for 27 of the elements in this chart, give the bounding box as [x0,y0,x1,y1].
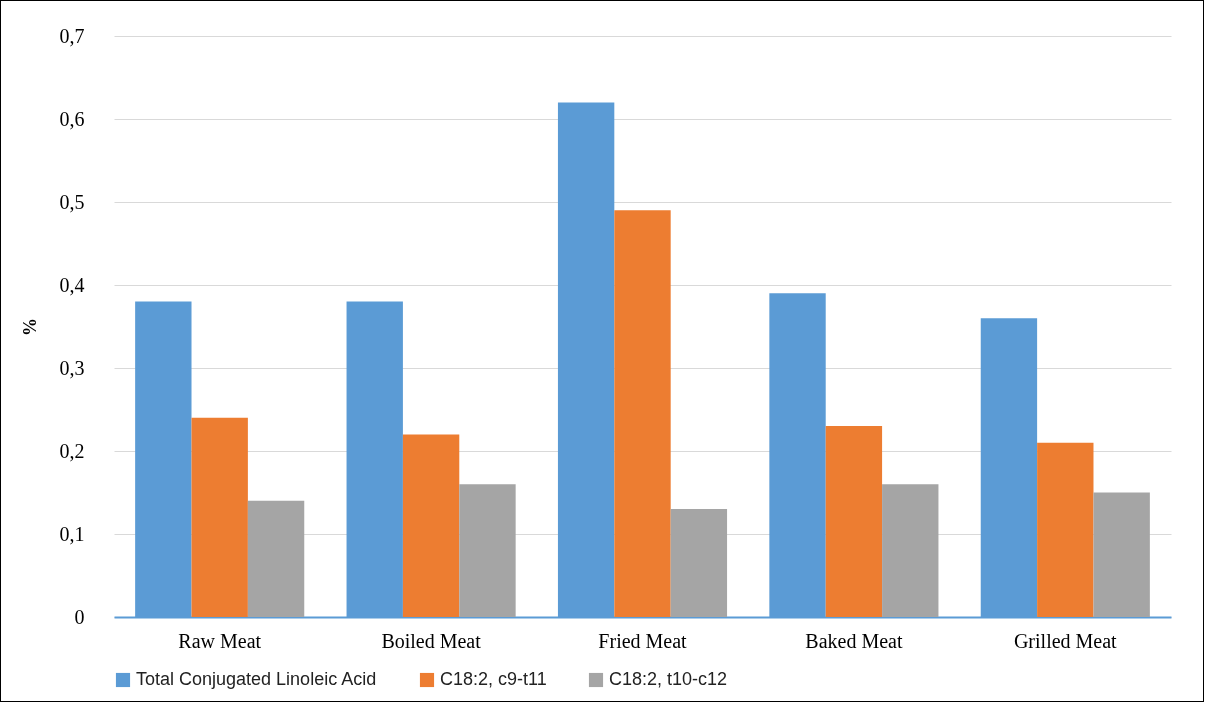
legend-label: C18:2, t10-c12 [609,669,728,689]
bar [614,210,671,617]
bar [1093,492,1150,617]
bar [670,509,728,617]
y-tick-label: 0,4 [59,273,85,296]
y-axis-title: % [19,318,40,336]
x-tick-label: Boiled Meat [381,629,482,652]
bar [191,417,248,617]
y-tick-label: 0,2 [59,439,85,462]
y-tick-label: 0,1 [59,522,85,545]
x-tick-label: Grilled Meat [1013,629,1118,652]
bar [402,434,460,617]
legend-label: C18:2, c9-t11 [440,669,547,689]
x-tick-label: Baked Meat [805,629,903,652]
y-tick-label: 0,5 [59,190,85,213]
y-tick-label: 0,3 [59,356,85,379]
bar [459,484,516,617]
x-tick-label: Raw Meat [178,629,262,652]
bar [825,426,883,617]
y-tick-label: 0,6 [59,107,85,130]
bar [247,500,305,617]
bar [882,484,939,617]
y-tick-label: 0,7 [59,24,85,47]
y-tick-label: 0 [74,605,85,628]
bar [1037,442,1094,617]
x-tick-label: Fried Meat [598,629,688,652]
legend-label: Total Conjugated Linoleic Acid [136,669,377,689]
